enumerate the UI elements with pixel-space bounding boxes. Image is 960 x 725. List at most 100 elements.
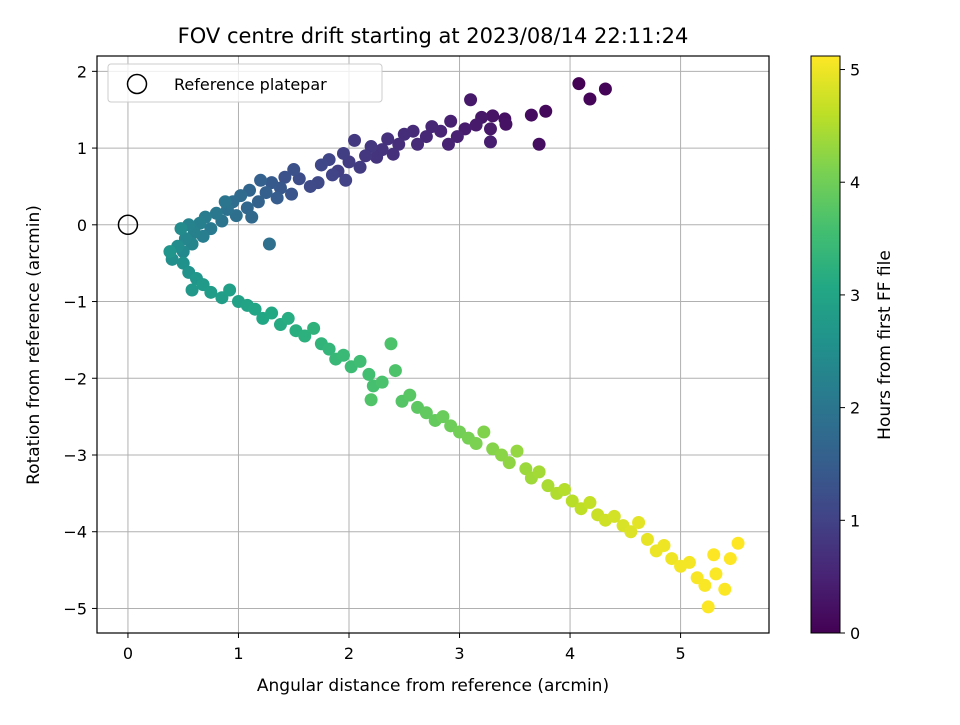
colorbar-tick-label: 1 <box>850 511 860 530</box>
scatter-point <box>392 137 406 151</box>
scatter-point <box>303 179 317 193</box>
scatter-point <box>539 104 553 118</box>
plot-frame <box>96 55 770 634</box>
scatter-point <box>353 160 367 174</box>
scatter-point <box>411 137 425 151</box>
scatter-point <box>572 77 586 91</box>
scatter-point <box>375 375 389 389</box>
scatter-point <box>336 348 350 362</box>
scatter-point <box>532 137 546 151</box>
colorbar-gradient <box>811 56 840 633</box>
colorbar-tick-label: 5 <box>850 61 860 80</box>
scatter-point <box>218 195 232 209</box>
colorbar-tick-label: 4 <box>850 173 860 192</box>
scatter-point <box>483 135 497 149</box>
scatter-point <box>388 364 402 378</box>
x-tick-label: 1 <box>233 644 243 663</box>
scatter-point <box>174 222 188 236</box>
scatter-point <box>397 127 411 141</box>
scatter-point <box>436 410 450 424</box>
scatter-point <box>731 536 745 550</box>
y-tick-label: 2 <box>77 62 87 81</box>
scatter-point <box>541 479 555 493</box>
x-tick-label: 0 <box>123 644 133 663</box>
scatter-point <box>583 496 597 510</box>
chart-title: FOV centre drift starting at 2023/08/14 … <box>178 24 689 48</box>
scatter-point <box>502 456 516 470</box>
colorbar-frame <box>810 55 841 634</box>
colorbar-ticks: 0 1 2 3 4 5 <box>840 61 860 643</box>
scatter-point <box>450 130 464 144</box>
scatter-point <box>469 436 483 450</box>
scatter-point <box>640 532 654 546</box>
scatter-point <box>464 93 478 107</box>
scatter-point <box>370 150 384 164</box>
scatter-point <box>510 444 524 458</box>
scatter-point <box>362 367 376 381</box>
scatter-point <box>359 149 373 163</box>
x-axis-ticks: 0 1 2 3 4 5 <box>123 633 686 663</box>
scatter-point <box>624 525 638 539</box>
scatter-point <box>281 311 295 325</box>
x-tick-label: 2 <box>344 644 354 663</box>
scatter-point <box>701 600 715 614</box>
scatter-point <box>336 146 350 160</box>
scatter-point <box>469 118 483 132</box>
scatter-points <box>117 77 745 614</box>
y-tick-label: 0 <box>77 216 87 235</box>
scatter-point <box>381 132 395 146</box>
scatter-point <box>364 393 378 407</box>
scatter-point <box>384 337 398 351</box>
scatter-point <box>254 173 268 187</box>
y-tick-label: −2 <box>63 369 87 388</box>
y-tick-label: 1 <box>77 139 87 158</box>
scatter-point <box>665 552 679 566</box>
scatter-point <box>441 137 455 151</box>
scatter-point <box>632 516 646 530</box>
scatter-point <box>278 170 292 184</box>
scatter-point <box>558 483 572 497</box>
scatter-point <box>682 555 696 569</box>
legend: Reference platepar <box>107 63 383 103</box>
scatter-point <box>322 342 336 356</box>
scatter-point <box>285 187 299 201</box>
scatter-point <box>204 285 218 299</box>
scatter-point <box>477 425 491 439</box>
scatter-point <box>709 567 723 581</box>
scatter-point <box>723 552 737 566</box>
legend-entry: Reference platepar <box>174 75 327 94</box>
scatter-point <box>270 191 284 205</box>
colorbar: 0 1 2 3 4 5 Hours from first FF file <box>810 55 895 643</box>
scatter-point <box>348 133 362 147</box>
scatter-point <box>607 509 621 523</box>
x-axis-label: Angular distance from reference (arcmin) <box>257 676 609 696</box>
y-tick-label: −4 <box>63 523 87 542</box>
scatter-point <box>657 539 671 553</box>
x-tick-label: 4 <box>565 644 575 663</box>
colorbar-label: Hours from first FF file <box>875 250 895 440</box>
scatter-point <box>419 406 433 420</box>
scatter-point <box>403 388 417 402</box>
scatter-point <box>262 237 276 251</box>
scatter-point <box>524 108 538 122</box>
scatter-point <box>486 109 500 123</box>
colorbar-tick-label: 2 <box>850 399 860 418</box>
y-tick-label: −3 <box>63 446 87 465</box>
scatter-point <box>325 168 339 182</box>
scatter-point <box>265 306 279 320</box>
scatter-point <box>353 354 367 368</box>
scatter-point <box>565 494 579 508</box>
legend-marker <box>126 73 148 95</box>
scatter-point <box>339 173 353 187</box>
scatter-point <box>386 147 400 161</box>
scatter-point <box>307 321 321 335</box>
scatter-point <box>259 186 273 200</box>
scatter-point <box>248 302 262 316</box>
scatter-point <box>444 114 458 128</box>
y-tick-label: −5 <box>63 599 87 618</box>
x-tick-label: 5 <box>675 644 685 663</box>
scatter-point <box>583 92 597 106</box>
y-tick-label: −1 <box>63 293 87 312</box>
